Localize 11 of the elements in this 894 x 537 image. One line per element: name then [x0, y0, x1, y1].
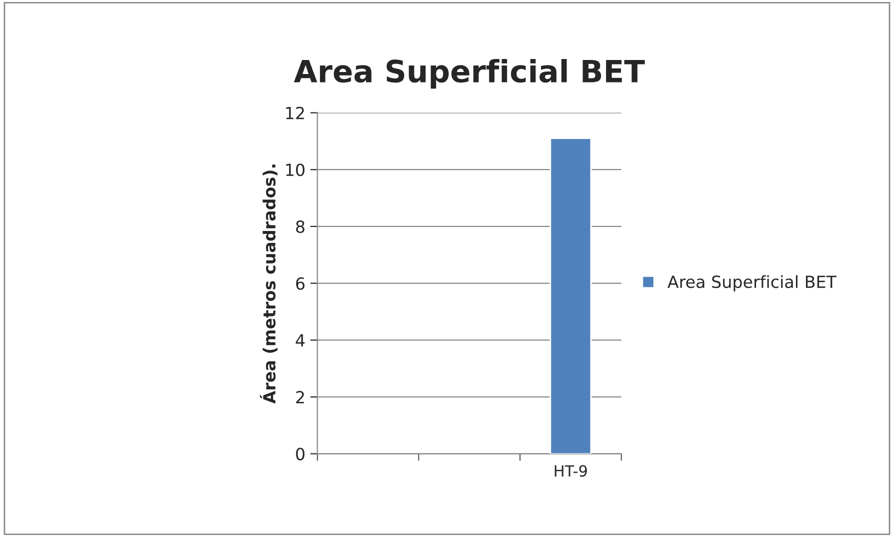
- x-tick-label: HT-9: [554, 465, 587, 477]
- y-tick-label: 10: [286, 164, 304, 176]
- y-tick-label: 12: [286, 106, 304, 120]
- chart-title: Area Superficial BET: [294, 58, 645, 89]
- legend-label: Area Superficial BET: [668, 275, 837, 292]
- y-axis-title: Área (metros cuadrados).: [260, 164, 278, 404]
- y-tick-label: 6: [296, 277, 305, 290]
- y-tick-label: 0: [296, 448, 304, 460]
- y-tick-label: 2: [296, 390, 304, 404]
- y-tick-label: 8: [296, 220, 304, 234]
- y-tick-label: 4: [296, 334, 305, 346]
